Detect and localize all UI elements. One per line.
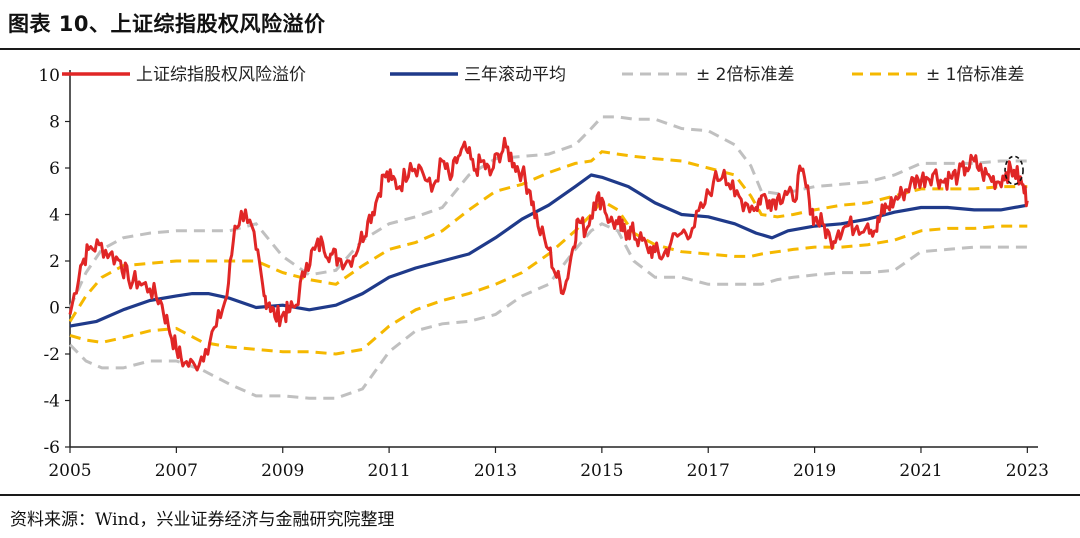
legend-label: 三年滚动平均 [464, 65, 566, 85]
y-tick-label: 2 [49, 252, 60, 272]
y-tick-label: -6 [43, 438, 60, 458]
legend-item: 上证综指股权风险溢价 [62, 65, 306, 85]
legend-item: ± 2倍标准差 [622, 65, 794, 85]
y-tick-label: -2 [43, 345, 60, 365]
y-tick-label: 0 [49, 299, 60, 319]
series-line [69, 173, 1028, 328]
figure-title: 图表 10、上证综指股权风险溢价 [8, 12, 326, 36]
legend-label: ± 1倍标准差 [926, 65, 1024, 85]
source-rule [0, 494, 1080, 496]
legend-label: 上证综指股权风险溢价 [136, 65, 306, 85]
y-tick-label: 4 [49, 206, 60, 226]
y-tick-label: 6 [49, 159, 60, 179]
legend-label: ± 2倍标准差 [696, 65, 794, 85]
series-band-line [69, 198, 1028, 356]
highlight-ellipse [1004, 155, 1024, 186]
series-line [68, 136, 1029, 372]
x-tick-label: 2017 [687, 461, 730, 481]
series-band-line [68, 115, 1028, 309]
x-tick-label: 2019 [793, 461, 836, 481]
x-tick-label: 2015 [580, 461, 623, 481]
y-tick-label: -4 [43, 392, 60, 412]
chart-series [68, 115, 1029, 400]
chart-axes: 10 8 6 4 2 0 -2 -4 -6 2005 2007 2009 2011 2013 2015 201… [38, 66, 1049, 481]
chart: 10 8 6 4 2 0 -2 -4 -6 2005 2007 2009 2011 2013 2015 201… [38, 65, 1049, 481]
x-tick-label: 2023 [1006, 461, 1049, 481]
legend-item: 三年滚动平均 [390, 65, 566, 85]
chart-legend: 上证综指股权风险溢价 三年滚动平均 ± 2倍标准差 ± 1倍标准差 [62, 65, 1024, 85]
x-tick-label: 2021 [899, 461, 942, 481]
x-tick-label: 2013 [474, 461, 517, 481]
y-tick-label: 8 [49, 113, 60, 133]
title-rule [0, 48, 1080, 50]
y-tick-label: 10 [38, 66, 60, 86]
series-band-line [68, 222, 1028, 400]
legend-item: ± 1倍标准差 [852, 65, 1024, 85]
x-tick-label: 2009 [261, 461, 304, 481]
source-note: 资料来源：Wind，兴业证券经济与金融研究院整理 [10, 510, 395, 530]
x-tick-label: 2007 [155, 461, 198, 481]
x-tick-label: 2005 [48, 461, 91, 481]
x-tick-label: 2011 [367, 461, 410, 481]
series-band-line [68, 150, 1028, 323]
